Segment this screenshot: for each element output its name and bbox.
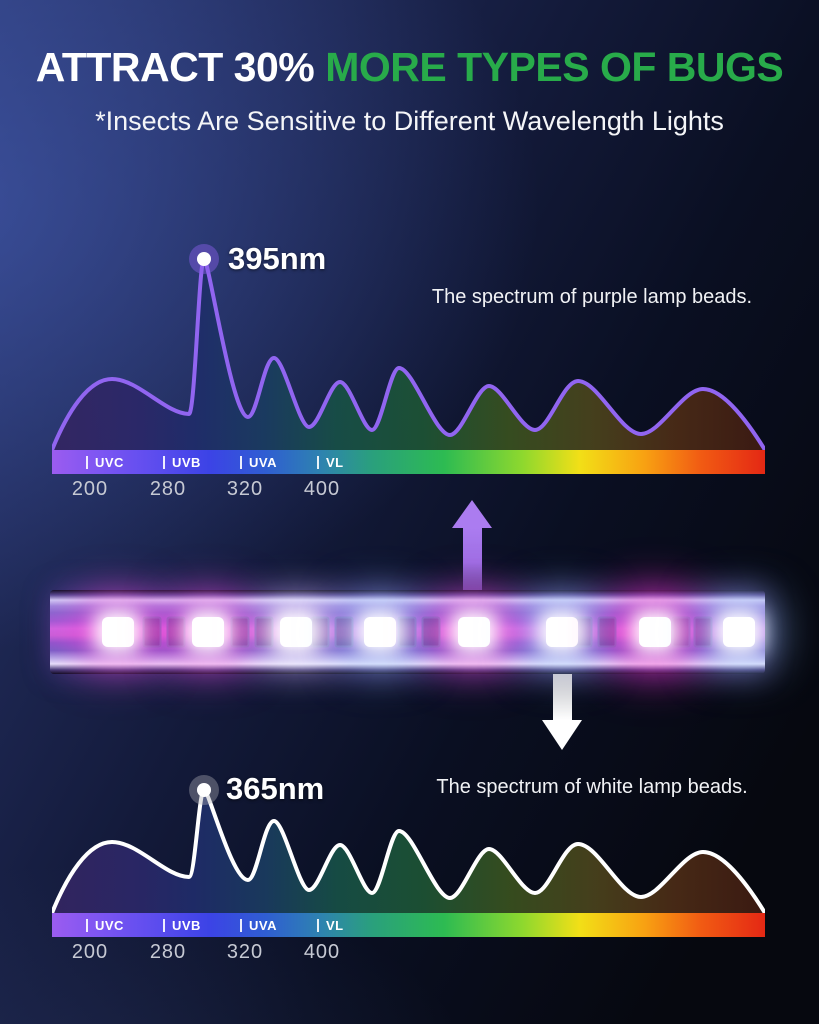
down-arrow-icon: [542, 674, 582, 750]
peak-marker-core: [197, 783, 211, 797]
chart-caption: The spectrum of white lamp beads.: [436, 776, 748, 798]
tick-mark: [86, 919, 88, 932]
led-chip: [102, 617, 134, 647]
led-chip: [639, 617, 671, 647]
resistor-component: [166, 616, 186, 648]
white-curve-line: [52, 787, 765, 913]
page-title: ATTRACT 30% MORE TYPES OF BUGS: [0, 44, 819, 91]
white-curve-fill: [52, 790, 765, 913]
tick-mark: [317, 919, 319, 932]
tick-label-320: 320: [226, 478, 264, 500]
led-chip: [458, 617, 490, 647]
x-axis-tick-labels: 200 280 320 400: [52, 941, 765, 963]
title-white-text: ATTRACT 30%: [35, 44, 315, 90]
tick-mark: [240, 456, 242, 469]
tick-mark: [86, 456, 88, 469]
resistor-component: [671, 616, 691, 648]
peak-wavelength-label: 365nm: [226, 771, 325, 806]
led-chip: [280, 617, 312, 647]
tick-label-280: 280: [149, 478, 187, 500]
resistor-component: [693, 616, 713, 648]
white-spectrum-curve: [52, 787, 765, 913]
resistor-component: [230, 616, 250, 648]
band-label-uva: UVA: [240, 455, 277, 470]
band-label-uvb: UVB: [163, 918, 201, 933]
tick-label-200: 200: [71, 941, 109, 963]
led-chip: [364, 617, 396, 647]
tick-label-320: 320: [226, 941, 264, 963]
band-label-uvc: UVC: [86, 455, 124, 470]
tick-label-400: 400: [303, 478, 341, 500]
led-chip: [723, 617, 755, 647]
resistor-component: [254, 616, 274, 648]
purple-curve-fill: [52, 259, 765, 450]
band-label-vl: VL: [317, 918, 344, 933]
up-arrow-icon: [452, 500, 492, 590]
led-chip: [192, 617, 224, 647]
resistor-component: [334, 616, 354, 648]
resistor-component: [310, 616, 330, 648]
band-label-uva: UVA: [240, 918, 277, 933]
resistor-component: [421, 616, 441, 648]
tick-mark: [163, 919, 165, 932]
tick-label-200: 200: [71, 478, 109, 500]
tick-label-280: 280: [149, 941, 187, 963]
x-axis-tick-labels: 200 280 320 400: [52, 478, 765, 500]
tick-mark: [317, 456, 319, 469]
wavelength-spectrum-bar: UVC UVB UVA VL: [52, 450, 765, 474]
resistor-component: [142, 616, 162, 648]
title-green-text: MORE TYPES OF BUGS: [325, 44, 784, 90]
tick-mark: [240, 919, 242, 932]
peak-wavelength-label: 395nm: [228, 241, 327, 276]
peak-marker-dot: [189, 775, 219, 805]
led-strip-image: [50, 590, 765, 674]
tick-mark: [163, 456, 165, 469]
band-label-uvb: UVB: [163, 455, 201, 470]
tick-label-400: 400: [303, 941, 341, 963]
resistor-component: [397, 616, 417, 648]
purple-spectrum-curve: [52, 256, 765, 450]
chart-caption: The spectrum of purple lamp beads.: [431, 286, 753, 308]
wavelength-spectrum-bar: UVC UVB UVA VL: [52, 913, 765, 937]
purple-curve-line: [52, 256, 765, 450]
band-label-vl: VL: [317, 455, 344, 470]
page-subtitle: *Insects Are Sensitive to Different Wave…: [95, 106, 724, 136]
peak-marker-core: [197, 252, 211, 266]
peak-marker-dot: [189, 244, 219, 274]
led-chip: [546, 617, 578, 647]
band-label-uvc: UVC: [86, 918, 124, 933]
resistor-component: [597, 616, 617, 648]
